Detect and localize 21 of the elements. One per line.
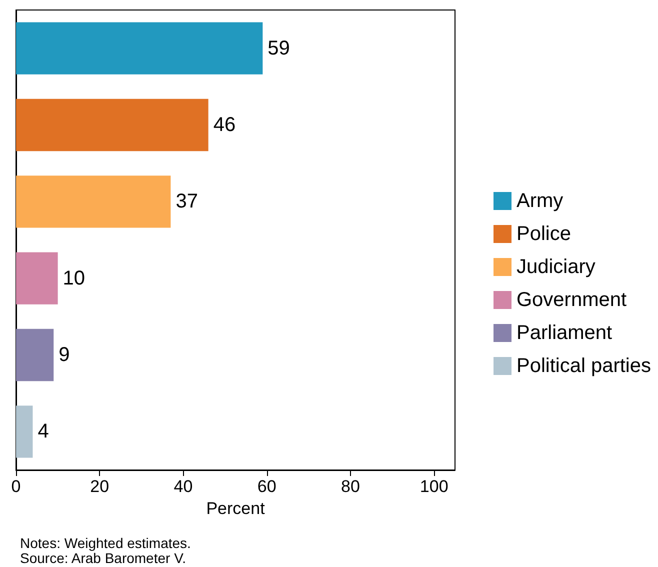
x-tick-label: 0 [11,477,21,496]
x-tick-label: 100 [420,477,448,496]
legend-label: Army [516,190,564,212]
data-label: 59 [268,37,290,60]
legend-label: Parliament [516,322,613,344]
data-label: 46 [213,114,236,136]
legend-label: Judiciary [516,256,596,278]
text: Notes: Weighted estimates. [20,535,191,551]
legend-label: Political parties [516,355,652,377]
x-axis-title: Percent [206,499,266,518]
x-tick-label: 40 [174,477,193,496]
x-tick-label: 80 [341,477,360,496]
x-tick-label: 60 [257,477,276,496]
data-label: 9 [58,344,70,366]
data-label: 10 [62,267,86,290]
x-tick-label: 20 [90,477,110,496]
legend-label: Government [516,289,627,311]
source-note: Source: Arab Barometer V. [20,550,186,566]
data-label: 4 [38,420,49,443]
data-label: 37 [176,190,198,213]
legend-label: Police [516,223,571,245]
